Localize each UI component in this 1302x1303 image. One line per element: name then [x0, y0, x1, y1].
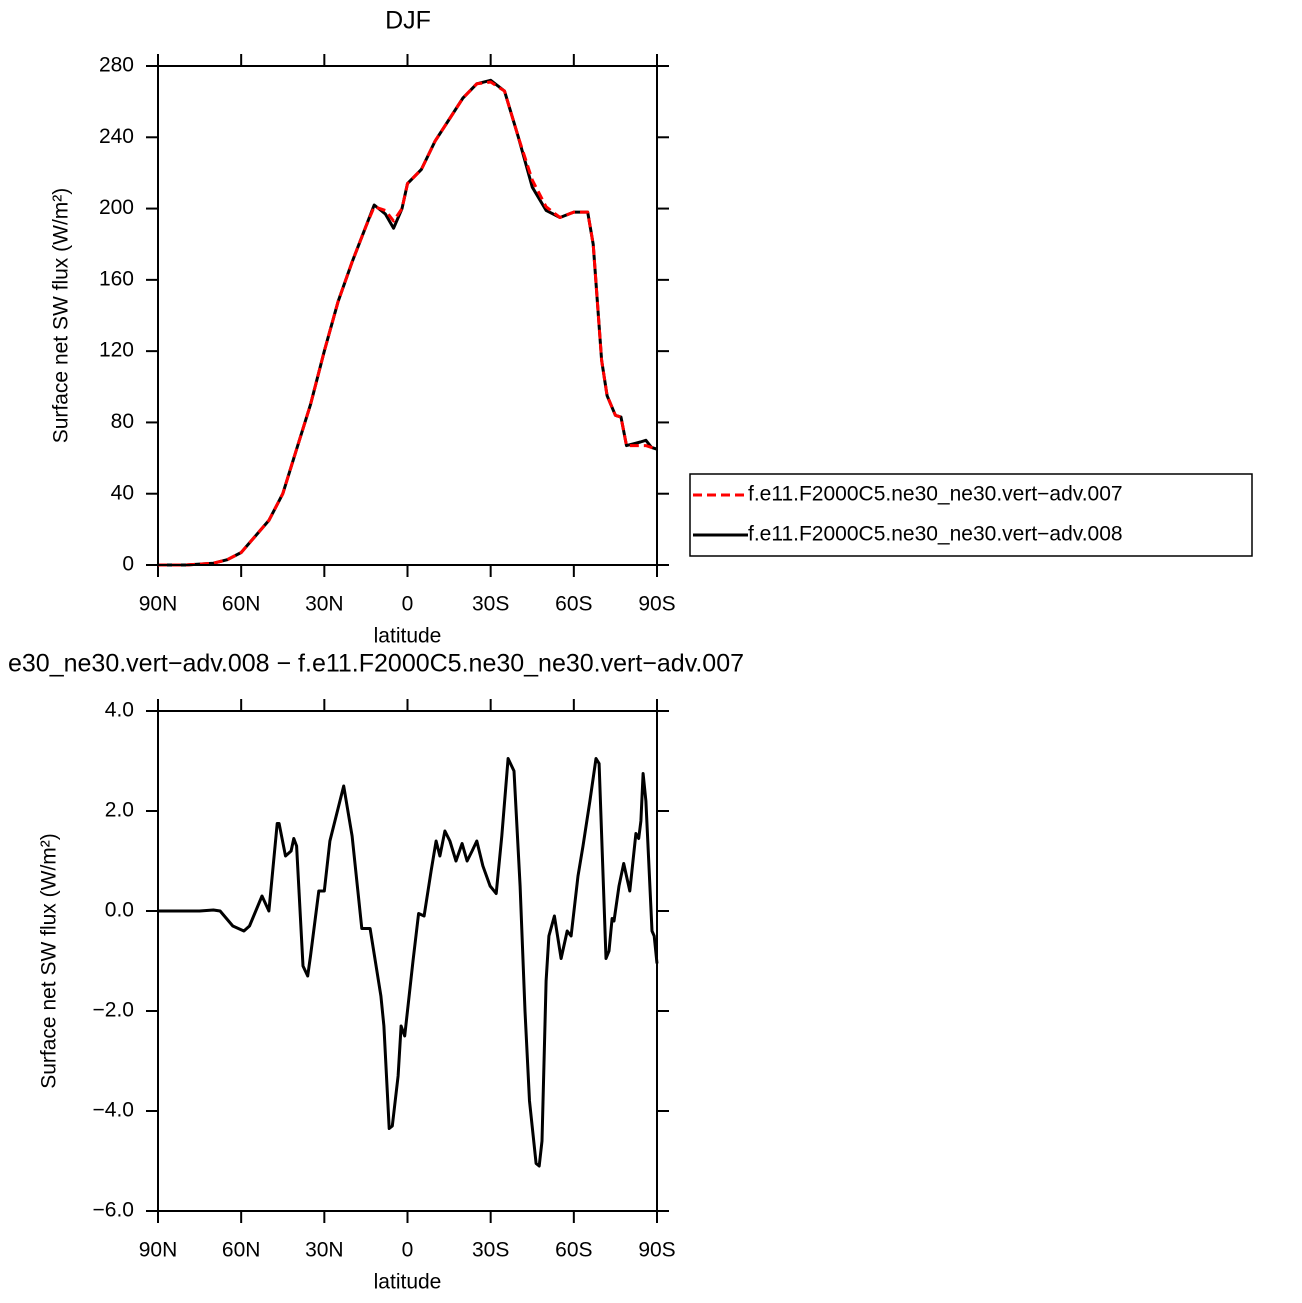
chart-title: DJF	[385, 7, 431, 35]
y-tick-label: 120	[99, 339, 134, 362]
x-tick-label: 0	[402, 1239, 414, 1262]
y-tick-label: 200	[99, 196, 134, 219]
x-tick-label: 90S	[638, 593, 675, 616]
x-tick-label: 30N	[305, 593, 344, 616]
y-tick-label: 2.0	[105, 799, 134, 822]
y-tick-label: 280	[99, 54, 134, 77]
y-tick-label: 0	[122, 553, 134, 576]
x-tick-label: 60S	[555, 1239, 592, 1262]
y-tick-label: 80	[111, 410, 134, 433]
x-tick-label: 30N	[305, 1239, 344, 1262]
x-axis-label: latitude	[374, 625, 442, 648]
y-tick-label: −4.0	[93, 1099, 134, 1122]
plot-frame	[157, 710, 658, 1212]
x-tick-label: 60N	[222, 593, 261, 616]
series-line	[158, 80, 658, 567]
series-line	[158, 757, 659, 1168]
y-tick-label: −2.0	[93, 999, 134, 1022]
legend-label: f.e11.F2000C5.ne30_ne30.vert−adv.007	[748, 483, 1123, 506]
x-tick-label: 90N	[139, 1239, 178, 1262]
x-axis-label: latitude	[374, 1271, 442, 1294]
series-line	[158, 78, 658, 567]
x-tick-label: 60N	[222, 1239, 261, 1262]
x-tick-label: 60S	[555, 593, 592, 616]
legend-box	[689, 473, 1253, 557]
y-tick-label: 0.0	[105, 899, 134, 922]
x-tick-label: 30S	[472, 593, 509, 616]
x-tick-label: 30S	[472, 1239, 509, 1262]
y-tick-label: 40	[111, 481, 134, 504]
x-tick-label: 90S	[638, 1239, 675, 1262]
y-axis-label: Surface net SW flux (W/m²)	[50, 188, 73, 444]
legend-label: f.e11.F2000C5.ne30_ne30.vert−adv.008	[748, 523, 1123, 546]
y-axis-label: Surface net SW flux (W/m²)	[38, 833, 61, 1089]
chart-title: e30_ne30.vert−adv.008 − f.e11.F2000C5.ne…	[8, 650, 744, 678]
plot-frame	[157, 65, 658, 566]
x-tick-label: 90N	[139, 593, 178, 616]
x-tick-label: 0	[402, 593, 414, 616]
y-tick-label: −6.0	[93, 1199, 134, 1222]
y-tick-label: 240	[99, 125, 134, 148]
y-tick-label: 160	[99, 267, 134, 290]
y-tick-label: 4.0	[105, 699, 134, 722]
